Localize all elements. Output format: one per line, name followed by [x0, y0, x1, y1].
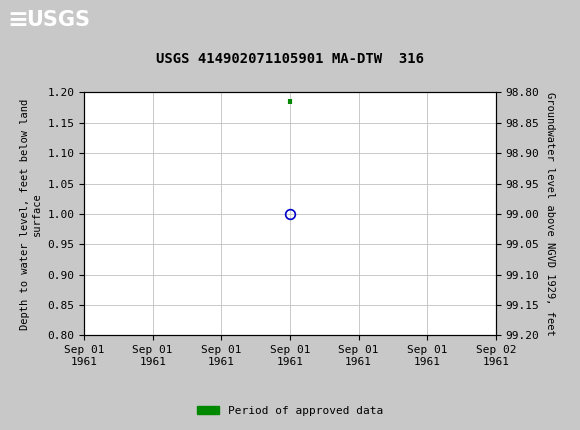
Text: USGS: USGS [26, 10, 90, 31]
Y-axis label: Groundwater level above NGVD 1929, feet: Groundwater level above NGVD 1929, feet [545, 92, 555, 336]
Text: USGS 414902071105901 MA-DTW  316: USGS 414902071105901 MA-DTW 316 [156, 52, 424, 66]
Legend: Period of approved data: Period of approved data [193, 401, 387, 420]
Text: ≡: ≡ [7, 9, 28, 32]
Y-axis label: Depth to water level, feet below land
surface: Depth to water level, feet below land su… [20, 98, 42, 329]
